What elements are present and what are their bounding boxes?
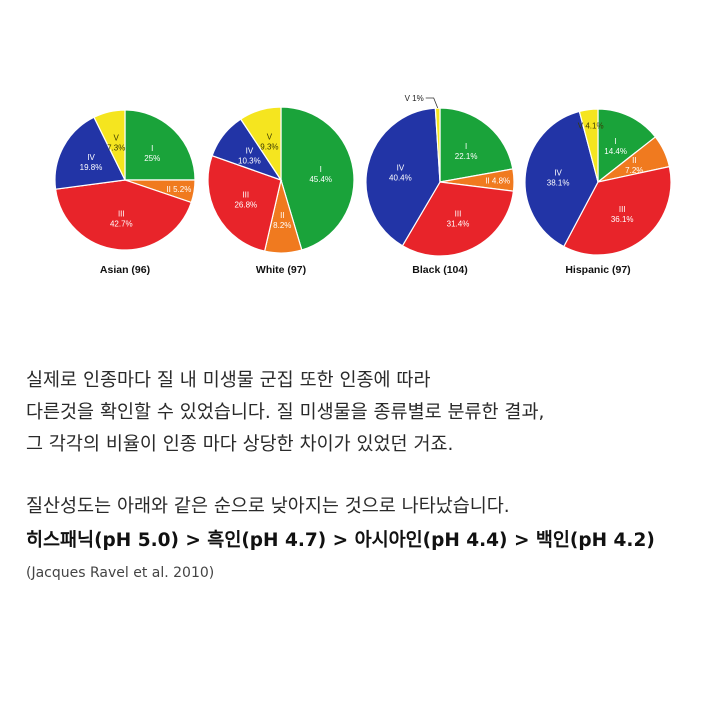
slice-value: 8.2% [273,221,291,230]
slice-name: V [267,133,273,142]
callout-line [425,97,439,109]
slice-value: 26.8% [234,200,257,209]
pie-slice-iii [401,181,515,257]
slice-value: 36.1% [611,215,634,224]
paragraph-line: 그 각각의 비율이 인종 마다 상당한 차이가 있었던 거죠. [26,434,454,455]
slice-label: V 1% [405,94,424,103]
slice-label: II 5.2% [166,185,191,194]
pie-slice-iv [365,107,441,247]
article-text: 실제로 인종마다 질 내 미생물 군집 또한 인종에 따라 다른것을 확인할 수… [26,365,706,585]
slice-value: 19.8% [80,163,103,172]
slice-name: I [465,142,467,151]
slice-name: V [114,134,120,143]
slice-name: III [118,209,125,218]
pie-title: Hispanic (97) [565,264,630,276]
slice-name: IV [554,168,562,177]
pie-slice-v [93,109,126,181]
pie-slice-iv [524,110,599,248]
pie-slice-iii [54,179,193,251]
slice-name: I [320,165,322,174]
slice-name: II [632,156,636,165]
pie-title: Asian (96) [100,264,150,276]
pie-slice-v [434,107,441,183]
pie-title: Black (104) [412,264,467,276]
slice-value: 14.4% [604,147,627,156]
slice-value: 10.3% [238,156,261,165]
slice-label: II 4.8% [485,177,510,186]
slice-label: V 4.1% [578,122,604,131]
pie-slice-i [280,106,355,251]
slice-name: I [614,137,616,146]
slice-name: I [151,144,153,153]
pie-slice-i [597,108,657,184]
pie-title: White (97) [256,264,306,276]
pie-slice-iii [562,165,672,256]
pie-slice-v [578,108,599,183]
paragraph-line: 다른것을 확인할 수 있었습니다. 질 미생물을 종류별로 분류한 결과, [26,402,545,423]
pie-slice-v [239,106,282,182]
pie-slice-i [439,107,514,183]
pie-slice-i [124,109,196,181]
slice-value: 22.1% [455,152,478,161]
slice-value: 7.2% [625,166,643,175]
slice-name: II [280,211,284,220]
slice-value: 42.7% [110,219,133,228]
slice-name: III [455,210,462,219]
slice-value: 25% [144,154,160,163]
slice-value: 9.3% [260,143,278,152]
slice-value: 38.1% [547,178,570,187]
slice-name: IV [246,146,254,155]
paragraph-line: 질산성도는 아래와 같은 순으로 낮아지는 것으로 나타났습니다. [26,496,510,517]
slice-name: IV [87,153,95,162]
slice-name: III [619,205,626,214]
slice-name: III [242,190,249,199]
slice-value: 40.4% [389,174,412,183]
ph-ranking: 히스패닉(pH 5.0) > 흑인(pH 4.7) > 아시아인(pH 4.4)… [26,530,655,551]
paragraph-line: 실제로 인종마다 질 내 미생물 군집 또한 인종에 따라 [26,370,431,391]
citation: (Jacques Ravel et al. 2010) [26,565,215,581]
slice-name: IV [397,164,405,173]
pie-slice-iv [54,116,126,190]
slice-value: 45.4% [309,175,332,184]
slice-value: 7.3% [107,144,125,153]
slice-value: 31.4% [447,220,470,229]
pie-slice-iii [207,154,282,252]
